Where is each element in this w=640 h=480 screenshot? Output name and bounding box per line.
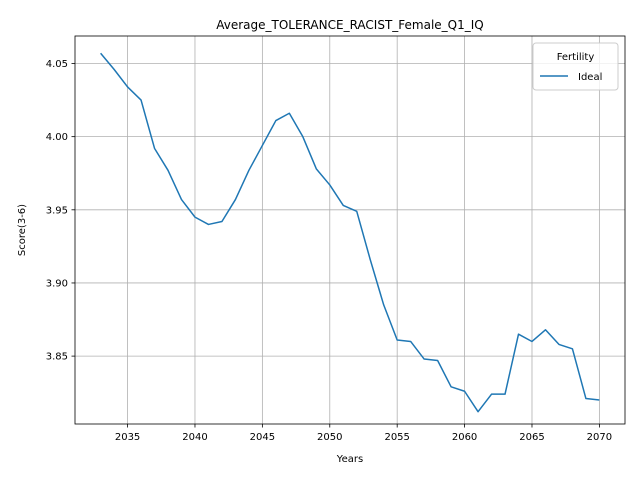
x-tick-label: 2040	[182, 432, 207, 443]
legend-box	[532, 42, 619, 91]
ticks: 2035 2040 2045 2050 2055 2060 2065 2070 3.85 3.90…	[46, 59, 612, 443]
y-tick-label: 3.90	[46, 278, 68, 289]
x-tick-label: 2050	[317, 432, 342, 443]
plot-frame	[74, 35, 626, 425]
x-tick-label: 2045	[250, 432, 275, 443]
x-tick-label: 2060	[452, 432, 477, 443]
y-tick-label: 4.00	[46, 132, 68, 143]
legend-label-ideal: Ideal	[578, 72, 602, 83]
y-axis-label: Score(3-6)	[17, 204, 28, 256]
y-tick-label: 3.95	[46, 205, 68, 216]
series-line-ideal	[100, 52, 600, 413]
grid	[75, 36, 625, 424]
legend: Fertility Ideal	[532, 42, 619, 91]
x-axis-label: Years	[336, 454, 363, 465]
x-tick-label: 2070	[587, 432, 612, 443]
x-tick-label: 2055	[384, 432, 409, 443]
y-tick-label: 3.85	[46, 352, 68, 363]
series-layer	[100, 52, 600, 413]
legend-title: Fertility	[557, 52, 595, 63]
x-tick-label: 2035	[115, 432, 140, 443]
chart-title: Average_TOLERANCE_RACIST_Female_Q1_IQ	[216, 18, 484, 32]
x-tick-label: 2065	[519, 432, 544, 443]
y-tick-label: 4.05	[46, 59, 68, 70]
